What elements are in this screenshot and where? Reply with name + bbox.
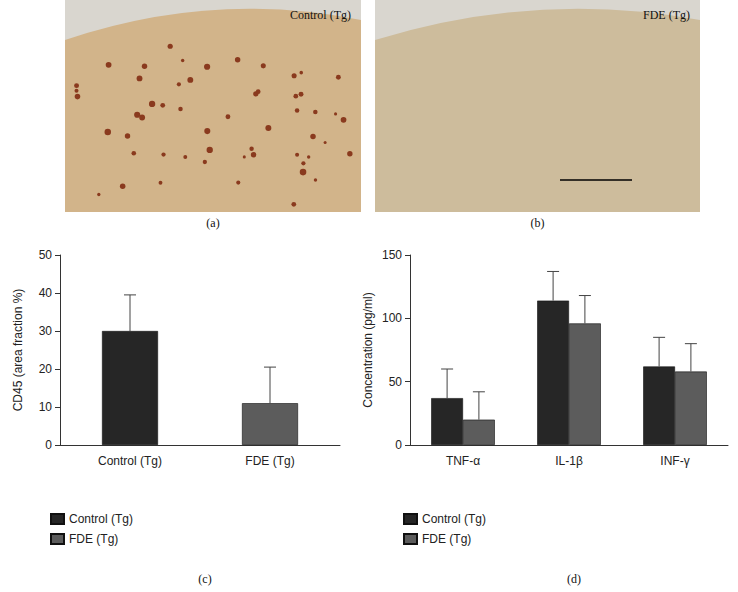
svg-text:CD45 (area fraction %): CD45 (area fraction %): [11, 289, 25, 412]
svg-text:50: 50: [389, 375, 403, 389]
svg-text:FDE (Tg): FDE (Tg): [69, 532, 118, 546]
svg-text:10: 10: [39, 400, 53, 414]
svg-text:40: 40: [39, 286, 53, 300]
html-text:FDE (Tg): FDE (Tg): [643, 8, 690, 22]
svg-text:(d): (d): [567, 572, 581, 586]
svg-text:0: 0: [395, 438, 402, 452]
svg-text:TNF-α: TNF-α: [446, 454, 480, 468]
svg-text:20: 20: [39, 362, 53, 376]
svg-text:FDE (Tg): FDE (Tg): [422, 532, 471, 546]
svg-text:150: 150: [382, 248, 402, 262]
svg-text:Control (Tg): Control (Tg): [422, 512, 486, 526]
svg-text:Concentration (pg/ml): Concentration (pg/ml): [361, 292, 375, 407]
svg-text:IL-1β: IL-1β: [555, 454, 583, 468]
svg-text:Control (Tg): Control (Tg): [69, 512, 133, 526]
html-text:Control (Tg): Control (Tg): [290, 8, 351, 22]
svg-text:(c): (c): [198, 572, 211, 586]
svg-text:INF-γ: INF-γ: [660, 454, 689, 468]
svg-text:100: 100: [382, 311, 402, 325]
svg-text:50: 50: [39, 248, 53, 262]
svg-text:Control (Tg): Control (Tg): [98, 454, 162, 468]
html-text:(a): (a): [206, 216, 220, 230]
svg-text:FDE (Tg): FDE (Tg): [245, 454, 294, 468]
svg-text:0: 0: [45, 438, 52, 452]
svg-text:30: 30: [39, 324, 53, 338]
html-text:(b): (b): [530, 216, 545, 230]
